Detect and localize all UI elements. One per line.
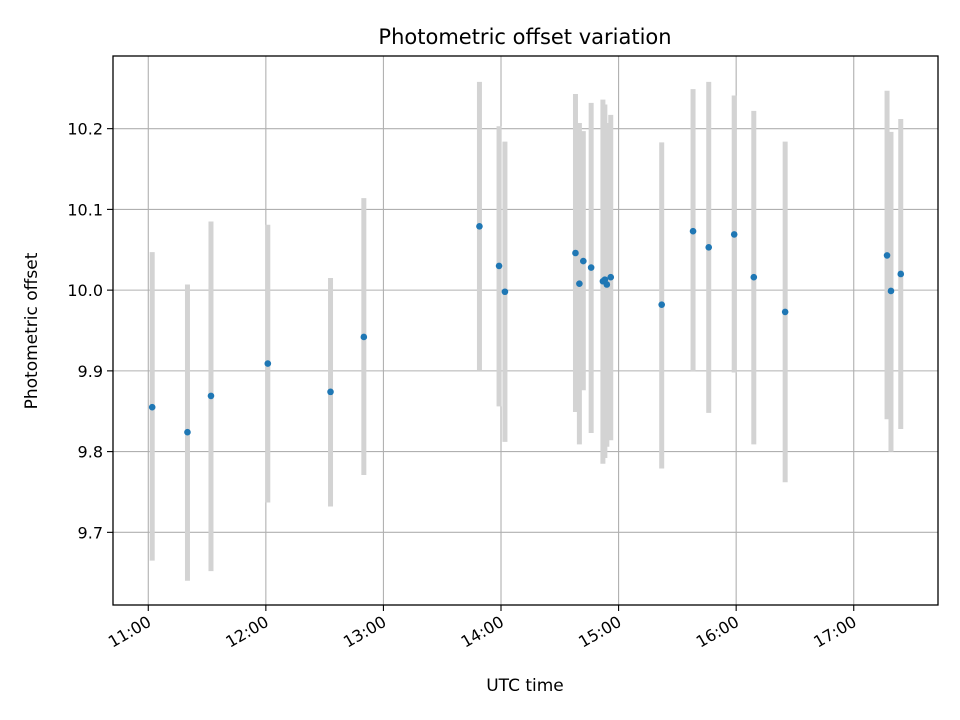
x-axis-title: UTC time xyxy=(486,676,564,696)
y-tick-label: 10.1 xyxy=(67,200,103,219)
data-point xyxy=(572,249,579,257)
y-tick-label: 10.0 xyxy=(67,281,103,300)
data-point xyxy=(207,392,215,400)
y-axis-title: Photometric offset xyxy=(22,252,42,409)
data-point xyxy=(887,287,895,295)
data-point xyxy=(495,262,503,270)
data-point xyxy=(580,257,587,265)
data-points xyxy=(148,223,905,436)
data-point xyxy=(730,231,738,238)
data-point xyxy=(501,288,509,296)
data-point xyxy=(476,223,483,230)
y-tick-label: 10.2 xyxy=(67,120,103,139)
data-point xyxy=(883,252,891,259)
data-point xyxy=(705,244,713,251)
data-point xyxy=(264,360,272,367)
data-point xyxy=(576,280,583,287)
data-point xyxy=(607,273,615,281)
data-point xyxy=(603,281,611,288)
data-point xyxy=(587,264,595,271)
data-point xyxy=(148,403,156,411)
chart-title: Photometric offset variation xyxy=(378,25,671,49)
y-tick-label: 9.7 xyxy=(78,523,103,542)
data-point xyxy=(781,308,789,316)
y-tick-label: 9.8 xyxy=(78,443,103,462)
data-point xyxy=(360,333,368,341)
data-point xyxy=(689,227,697,235)
y-tick-label: 9.9 xyxy=(78,362,103,381)
data-point xyxy=(184,428,191,436)
data-point xyxy=(327,388,334,396)
data-point xyxy=(658,301,665,308)
y-axis: 9.7 9.8 9.9 10.0 10.1 10.2 xyxy=(67,120,113,542)
data-point xyxy=(897,270,905,278)
data-point xyxy=(750,273,758,281)
plot-frame xyxy=(112,55,939,606)
